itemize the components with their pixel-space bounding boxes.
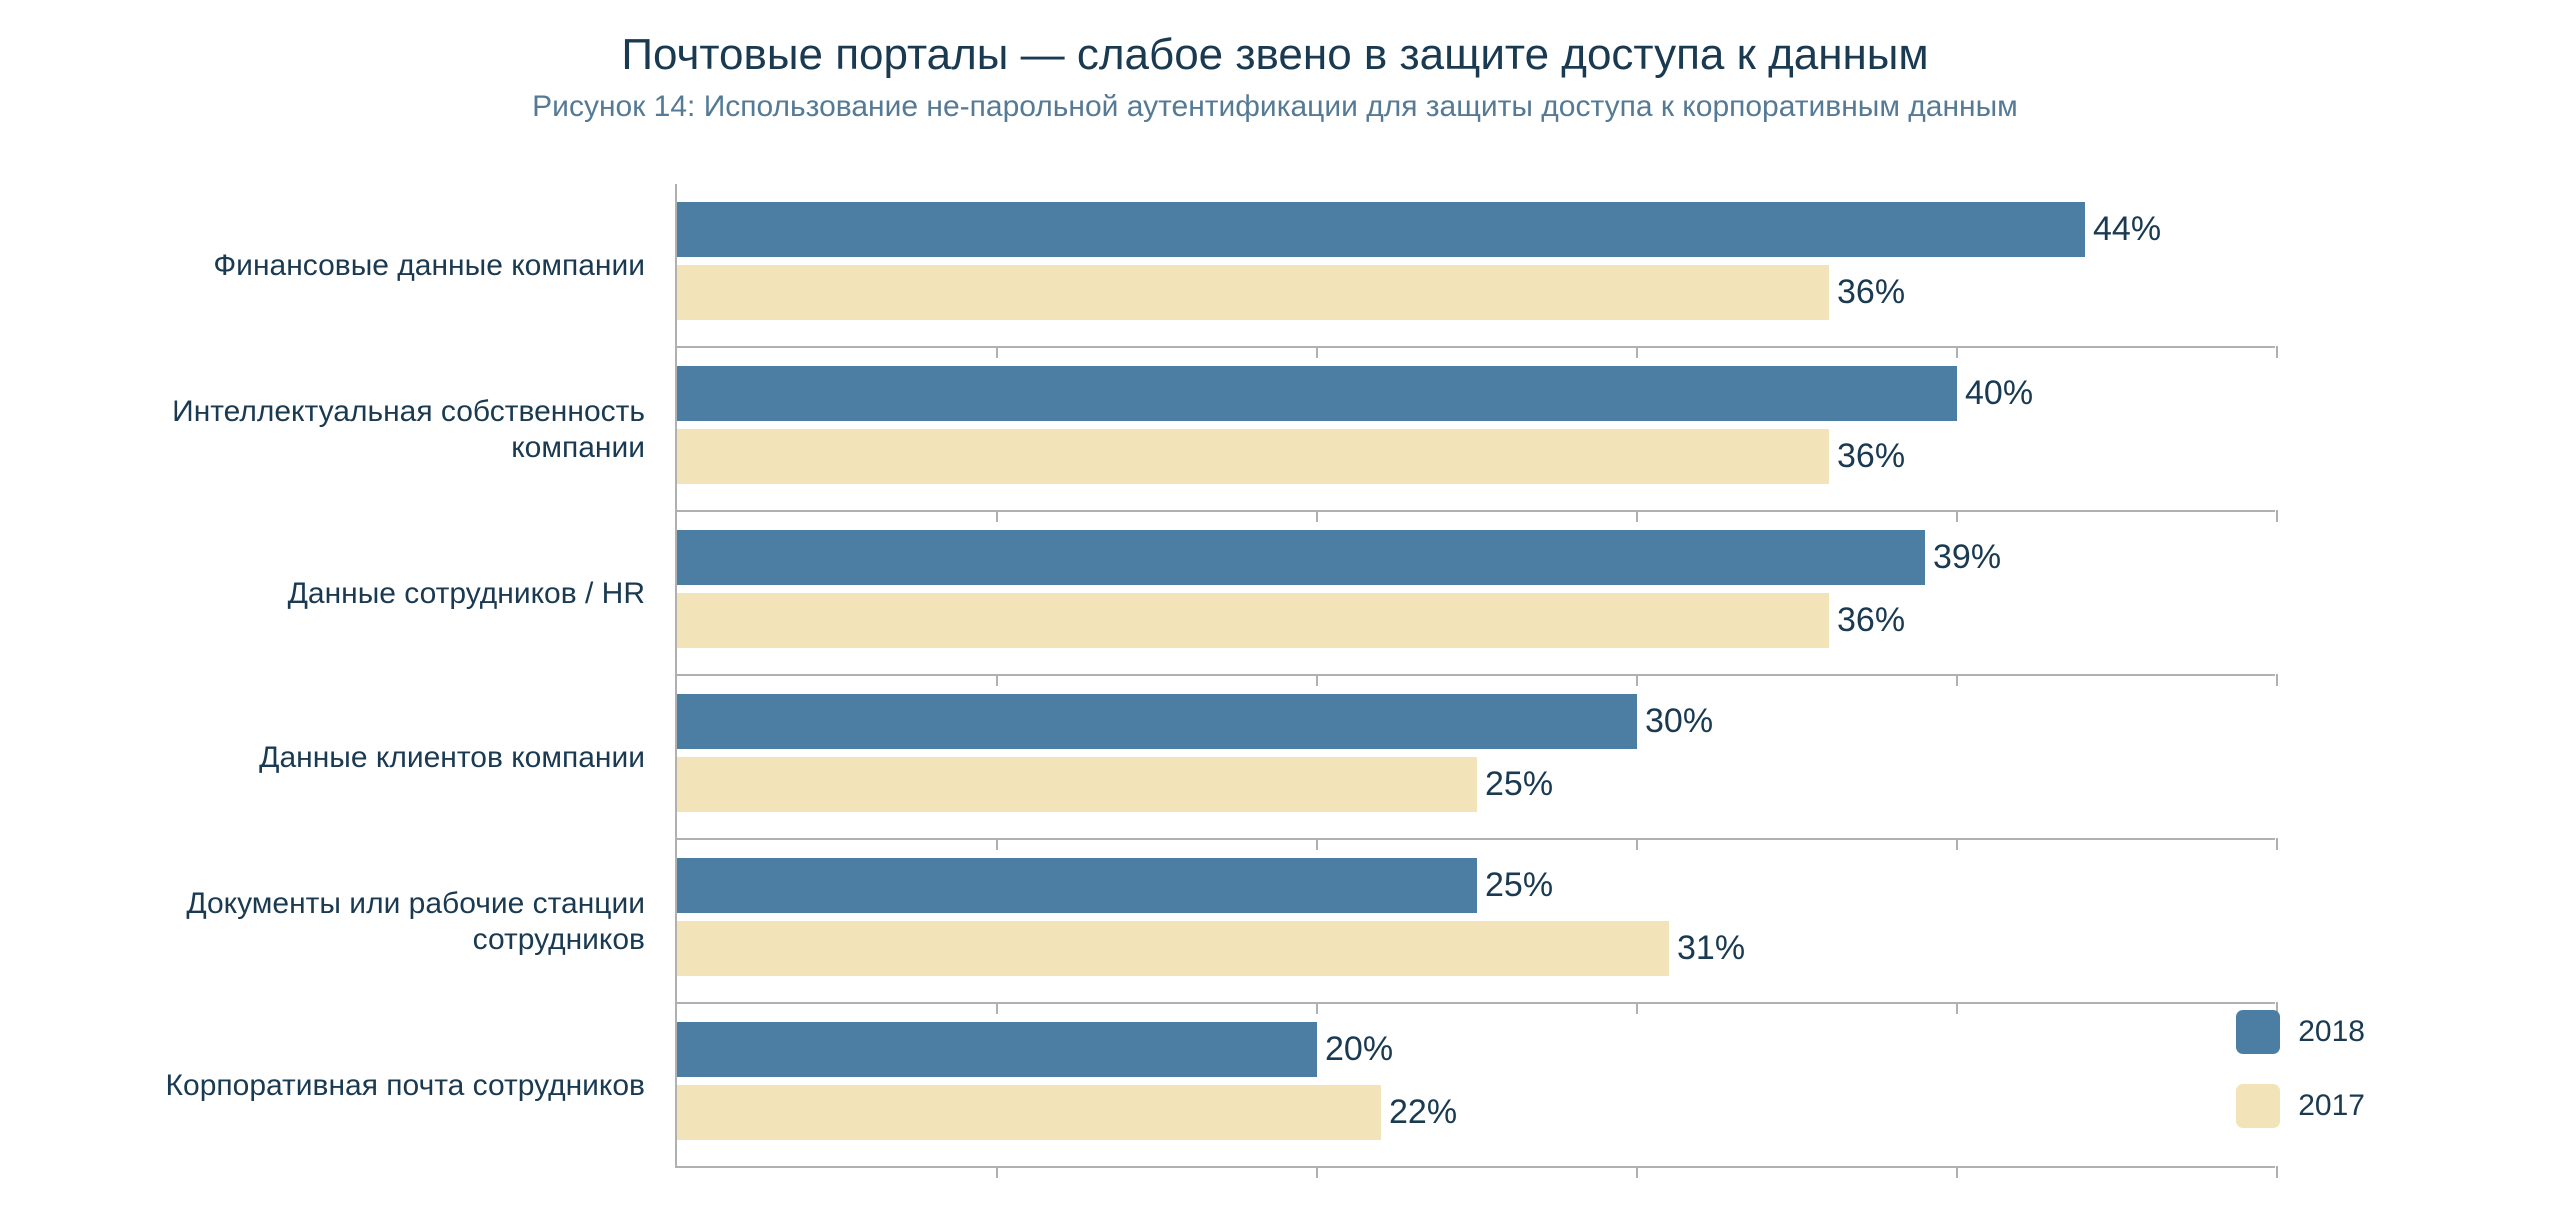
bar-value-label: 36% xyxy=(1829,601,1905,640)
chart-group: Корпоративная почта сотрудников 20% 22% xyxy=(125,1004,2425,1168)
bar-value-label: 30% xyxy=(1637,702,1713,741)
bars-column: 20% 22% xyxy=(675,1004,2275,1168)
chart-plot: Финансовые данные компании44%36%Интеллек… xyxy=(125,184,2425,1168)
bar-fill xyxy=(677,593,1829,648)
chart-group: Данные сотрудников / HR 39% 36% xyxy=(125,512,2425,676)
bar-2017: 22% xyxy=(677,1085,2277,1140)
bar-value-label: 25% xyxy=(1477,866,1553,905)
legend-label-2017: 2017 xyxy=(2298,1089,2365,1123)
category-label: Интеллектуальная собственность компании xyxy=(125,348,675,512)
bar-pair: 44% 36% xyxy=(677,184,2277,338)
chart-subtitle: Рисунок 14: Использование не-парольной а… xyxy=(0,90,2550,124)
chart-container: Почтовые порталы — слабое звено в защите… xyxy=(0,0,2550,1212)
legend-swatch-2017 xyxy=(2236,1084,2280,1128)
bar-2017: 36% xyxy=(677,265,2277,320)
bar-pair: 25% 31% xyxy=(677,840,2277,994)
bar-fill xyxy=(677,694,1637,749)
bars-column: 30% 25% xyxy=(675,676,2275,840)
chart-group: Данные клиентов компании 30% 25% xyxy=(125,676,2425,840)
bar-2017: 36% xyxy=(677,429,2277,484)
bar-2018: 25% xyxy=(677,858,2277,913)
legend-swatch-2018 xyxy=(2236,1010,2280,1054)
bar-value-label: 36% xyxy=(1829,273,1905,312)
bar-value-label: 40% xyxy=(1957,374,2033,413)
chart-title: Почтовые порталы — слабое звено в защите… xyxy=(0,30,2550,80)
bar-value-label: 44% xyxy=(2085,210,2161,249)
legend-label-2018: 2018 xyxy=(2298,1015,2365,1049)
bars-column: 25% 31% xyxy=(675,840,2275,1004)
bar-value-label: 31% xyxy=(1669,929,1745,968)
bar-value-label: 25% xyxy=(1477,765,1553,804)
bars-column: 44% 36% xyxy=(675,184,2275,348)
chart-groups: Финансовые данные компании44%36%Интеллек… xyxy=(125,184,2425,1168)
legend-item-2017: 2017 xyxy=(2236,1084,2365,1128)
category-label: Данные сотрудников / HR xyxy=(125,512,675,676)
bar-pair: 39% 36% xyxy=(677,512,2277,666)
bar-fill xyxy=(677,1085,1381,1140)
bar-2018: 30% xyxy=(677,694,2277,749)
category-label: Данные клиентов компании xyxy=(125,676,675,840)
bar-pair: 40% 36% xyxy=(677,348,2277,502)
axis-tick xyxy=(2276,1166,2278,1178)
bar-2018: 40% xyxy=(677,366,2277,421)
bar-2017: 25% xyxy=(677,757,2277,812)
bar-fill xyxy=(677,1022,1317,1077)
bar-pair: 20% 22% xyxy=(677,1004,2277,1158)
chart-group: Документы или рабочие станции сотруднико… xyxy=(125,840,2425,1004)
bar-fill xyxy=(677,429,1829,484)
bar-2018: 44% xyxy=(677,202,2277,257)
bar-pair: 30% 25% xyxy=(677,676,2277,830)
chart-legend: 2018 2017 xyxy=(2236,1010,2365,1128)
bar-fill xyxy=(677,366,1957,421)
bar-value-label: 20% xyxy=(1317,1030,1393,1069)
bar-value-label: 36% xyxy=(1829,437,1905,476)
category-label: Финансовые данные компании xyxy=(125,184,675,348)
chart-group: Интеллектуальная собственность компании4… xyxy=(125,348,2425,512)
chart-group: Финансовые данные компании 44% 36% xyxy=(125,184,2425,348)
bar-value-label: 39% xyxy=(1925,538,2001,577)
bar-2018: 39% xyxy=(677,530,2277,585)
axis-tick xyxy=(1316,1166,1318,1178)
category-label: Документы или рабочие станции сотруднико… xyxy=(125,840,675,1004)
bar-fill xyxy=(677,858,1477,913)
axis-tick xyxy=(1956,1166,1958,1178)
bar-2017: 31% xyxy=(677,921,2277,976)
axis-tick xyxy=(996,1166,998,1178)
bars-column: 40% 36% xyxy=(675,348,2275,512)
category-label: Корпоративная почта сотрудников xyxy=(125,1004,675,1168)
bar-2017: 36% xyxy=(677,593,2277,648)
bar-value-label: 22% xyxy=(1381,1093,1457,1132)
axis-tick xyxy=(1636,1166,1638,1178)
bar-fill xyxy=(677,530,1925,585)
bar-fill xyxy=(677,265,1829,320)
bar-fill xyxy=(677,757,1477,812)
legend-item-2018: 2018 xyxy=(2236,1010,2365,1054)
bar-fill xyxy=(677,921,1669,976)
bar-fill xyxy=(677,202,2085,257)
bar-2018: 20% xyxy=(677,1022,2277,1077)
bars-column: 39% 36% xyxy=(675,512,2275,676)
